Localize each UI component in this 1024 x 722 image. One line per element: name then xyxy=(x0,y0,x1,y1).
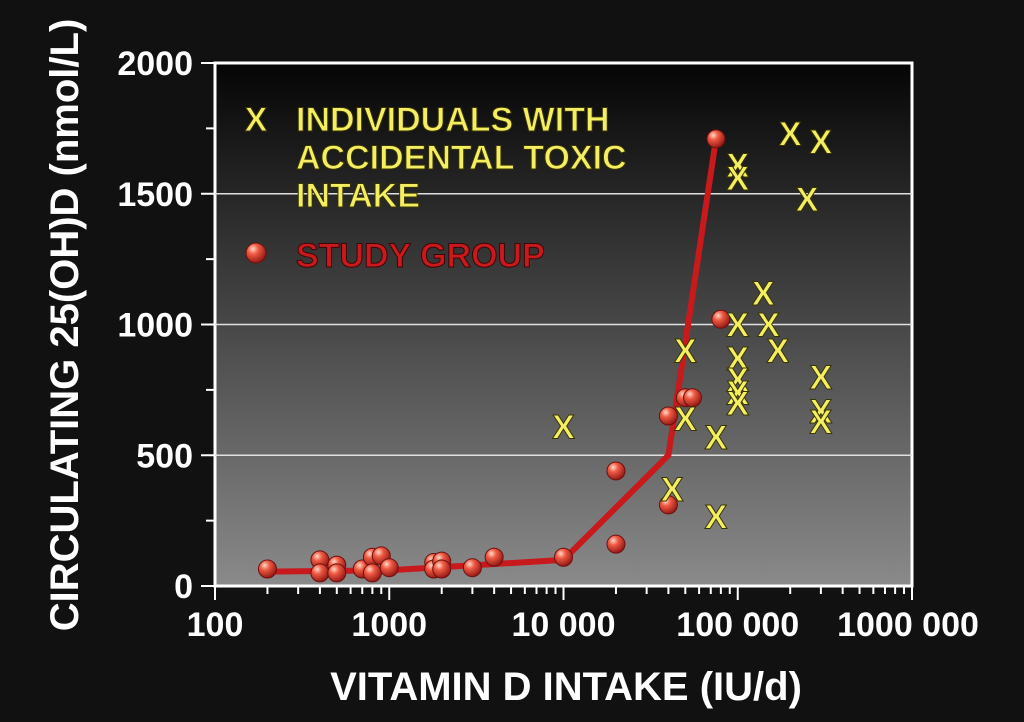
x-tick-label: 100 xyxy=(187,606,244,644)
study-points-layer xyxy=(257,129,731,583)
x-tick-label: 10 000 xyxy=(512,606,616,644)
study-point xyxy=(484,547,504,567)
toxic-point: X xyxy=(779,116,802,154)
study-point xyxy=(310,563,330,583)
x-axis-title: VITAMIN D INTAKE (IU/d) xyxy=(330,665,802,709)
toxic-point: X xyxy=(661,471,684,509)
y-axis-title: CIRCULATING 25(OH)D (nmol/L) xyxy=(43,19,87,632)
toxic-point: X xyxy=(810,123,833,161)
study-point xyxy=(683,388,703,408)
x-tick-label: 1000 xyxy=(351,606,427,644)
toxic-point: X xyxy=(726,374,749,412)
toxic-point: X xyxy=(767,333,790,371)
toxic-point: X xyxy=(810,359,833,397)
toxic-point: X xyxy=(552,408,575,446)
legend-toxic-label: ACCIDENTAL TOXIC xyxy=(296,139,627,177)
legend-study-marker xyxy=(245,242,267,264)
study-point xyxy=(432,559,452,579)
study-point xyxy=(606,534,626,554)
legend-toxic-label: INTAKE xyxy=(296,177,420,215)
legend-toxic-label: INDIVIDUALS WITH xyxy=(296,101,610,139)
toxic-point: X xyxy=(752,275,775,313)
study-point xyxy=(327,563,347,583)
y-tick-label: 1500 xyxy=(117,176,193,214)
legend-toxic-marker: X xyxy=(245,101,268,139)
x-tick-label: 1000 000 xyxy=(837,606,979,644)
x-tick-label: 100 000 xyxy=(676,606,799,644)
x-axis-ticks: 100 1000 10 000 100 000 1000 000 xyxy=(187,586,979,644)
y-tick-label: 2000 xyxy=(117,45,193,83)
toxic-point: X xyxy=(705,419,728,457)
toxic-point: X xyxy=(705,499,728,537)
toxic-point: X xyxy=(796,181,819,219)
study-point xyxy=(658,495,678,515)
study-point xyxy=(462,558,482,578)
toxic-point: X xyxy=(810,403,833,441)
toxic-point: X xyxy=(726,340,749,378)
study-point xyxy=(711,309,731,329)
toxic-point: X xyxy=(726,361,749,399)
y-tick-label: 0 xyxy=(174,568,193,606)
toxic-point: X xyxy=(726,160,749,198)
y-tick-label: 1000 xyxy=(117,307,193,345)
study-point xyxy=(379,558,399,578)
study-point xyxy=(554,547,573,567)
legend-study-label: STUDY GROUP xyxy=(296,237,545,275)
study-point xyxy=(606,461,626,481)
toxic-point: X xyxy=(810,393,833,431)
toxic-point: X xyxy=(674,401,697,439)
study-point xyxy=(706,129,726,149)
toxic-point: X xyxy=(726,385,749,423)
gridlines xyxy=(215,193,912,456)
y-tick-label: 500 xyxy=(136,437,193,475)
toxic-point: X xyxy=(726,307,749,345)
toxic-point: X xyxy=(674,333,697,371)
study-point xyxy=(257,559,277,579)
study-point xyxy=(658,406,678,426)
toxic-point: X xyxy=(726,147,749,185)
study-point xyxy=(362,563,382,583)
toxic-point: X xyxy=(757,307,780,345)
y-axis-ticks: 0 500 1000 1500 2000 xyxy=(117,45,215,606)
